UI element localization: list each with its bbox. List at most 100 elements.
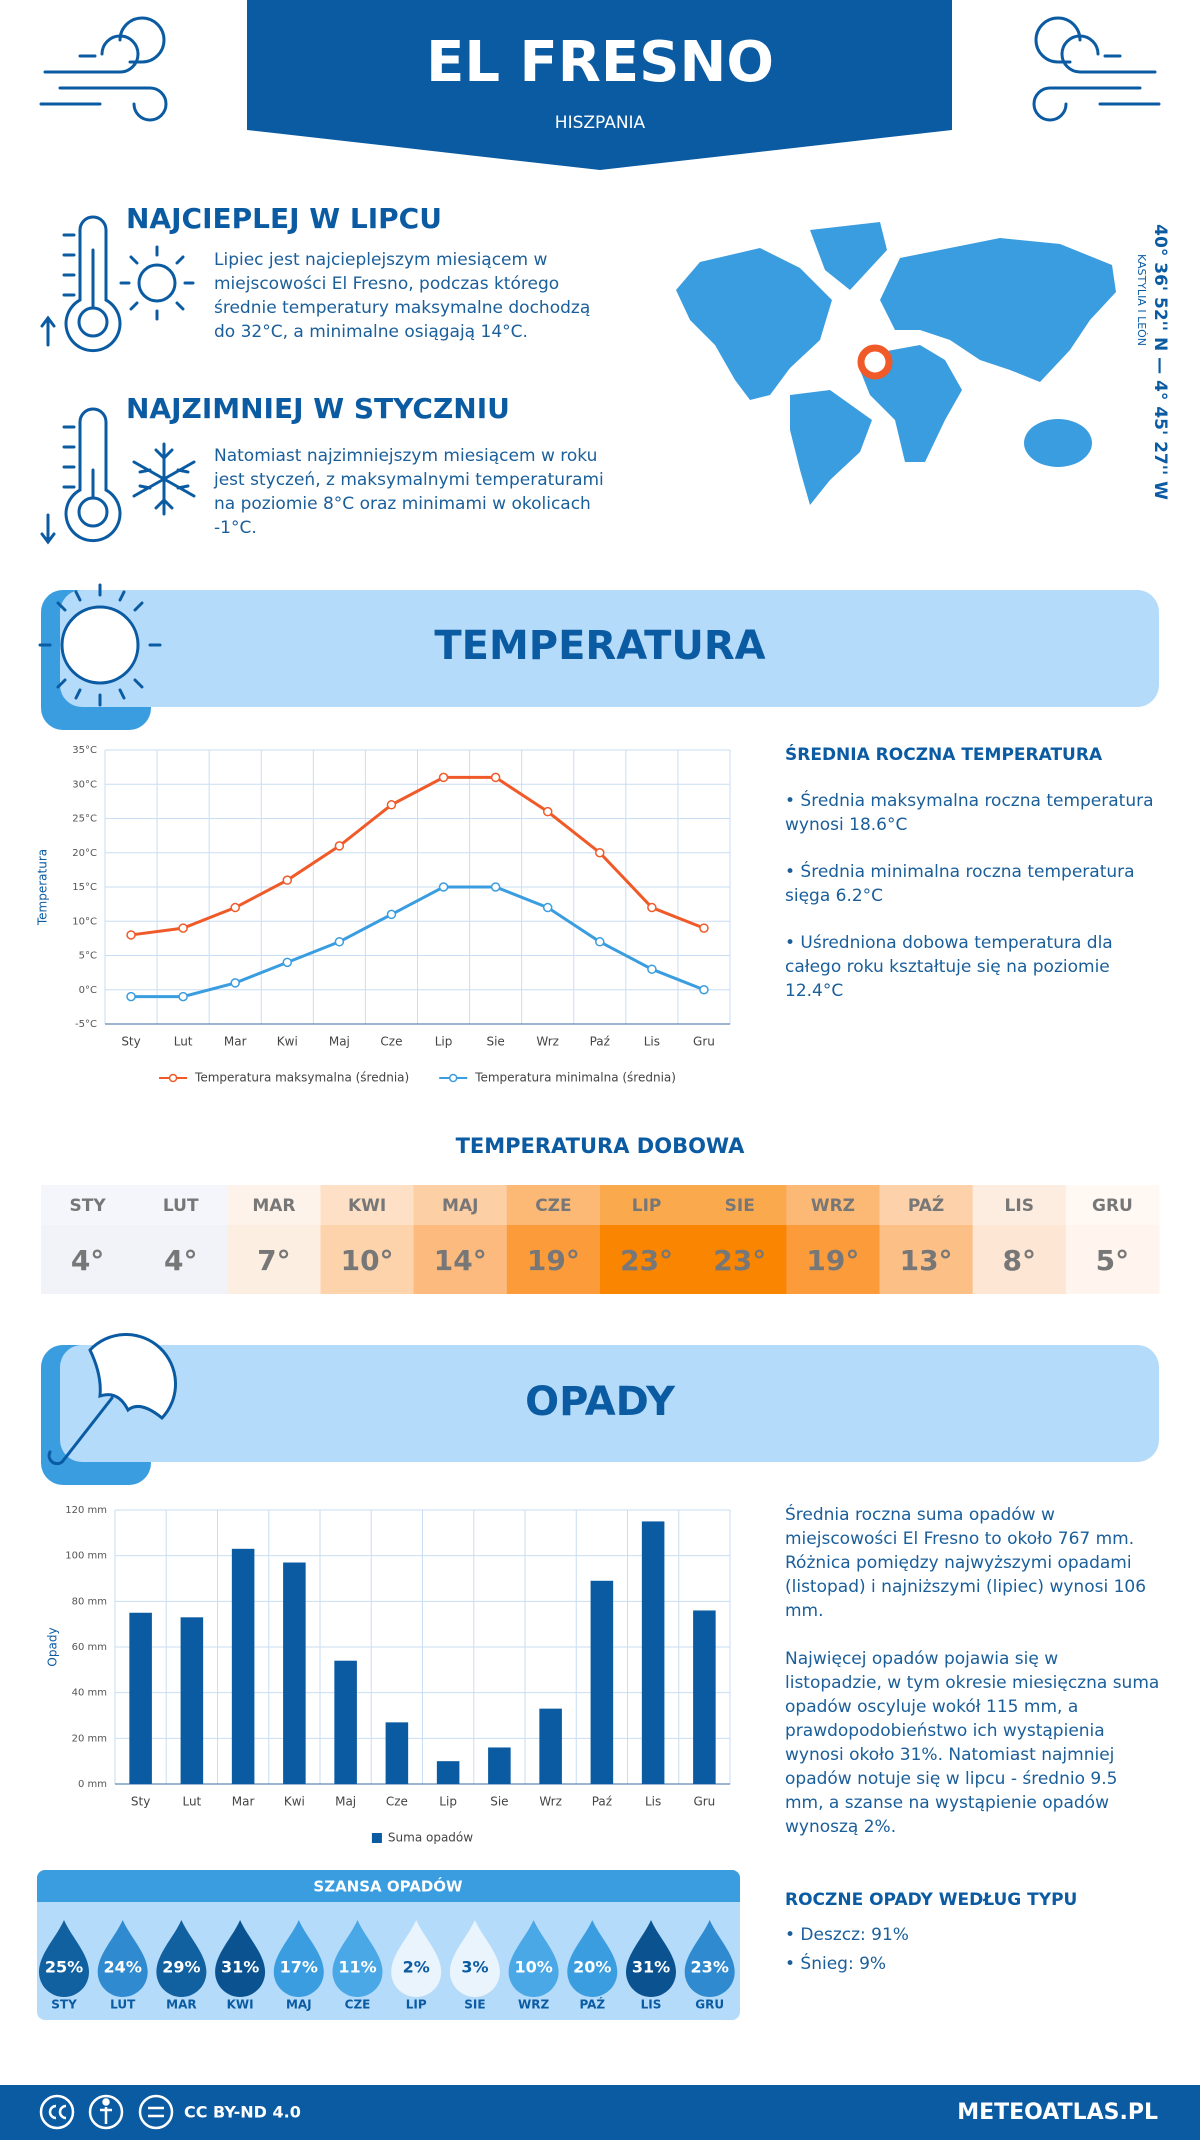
precipitation-paragraph: Najwięcej opadów pojawia się w listopadz… [785, 1649, 1160, 1837]
legend-point [168, 1073, 178, 1083]
rain-drop [391, 1920, 442, 1997]
x-tick-label: Paź [592, 1795, 612, 1809]
bar [539, 1708, 562, 1784]
table-month: MAJ [442, 1196, 478, 1216]
point [647, 902, 657, 913]
table-value-cell [134, 1185, 228, 1294]
x-tick-label: Sty [131, 1795, 150, 1809]
bar [283, 1562, 306, 1784]
y-tick-label: 15°C [72, 882, 97, 893]
bar [590, 1580, 614, 1784]
table-month: SIE [725, 1196, 755, 1216]
temperature-summary-item: • Średnia maksymalna roczna temperatura … [785, 791, 1154, 835]
point [126, 930, 136, 940]
table-value: 10° [341, 1244, 394, 1277]
rain-chance-title: SZANSA OPADÓW [313, 1877, 463, 1896]
header-banner [247, 0, 952, 170]
rain-chance-header [37, 1870, 740, 1902]
point [334, 937, 345, 947]
coldest-text: Natomiast najzimniejszym miesiącem w rok… [214, 446, 604, 538]
temperature-summary-item: • Średnia minimalna roczna temperatura s… [785, 862, 1135, 906]
region: KASTYLIA I LEÓN [1135, 254, 1148, 346]
point [542, 902, 553, 913]
rain-chance-month: LUT [110, 1998, 136, 2012]
rain-chance-month: WRZ [518, 1998, 549, 2012]
rain-chance-value: 24% [104, 1958, 142, 1977]
table-header-cell [134, 1185, 228, 1225]
table-value-cell [41, 1185, 135, 1294]
rain-chance-month: STY [51, 1998, 77, 2012]
x-tick-label: Gru [693, 1035, 715, 1049]
wind-icon [39, 16, 1161, 122]
y-tick-label: 0°C [79, 985, 97, 996]
country: HISZPANIA [555, 113, 646, 133]
rain-drop [156, 1920, 207, 1997]
rain-chance-month: LIS [641, 1998, 662, 2012]
legend-swatch [371, 1833, 382, 1843]
rain-chance-value: 11% [338, 1958, 376, 1977]
rain-chance-value: 17% [280, 1958, 318, 1977]
table-value-cell [600, 1185, 694, 1294]
point [699, 923, 709, 933]
point [438, 772, 449, 783]
x-tick-label: Maj [335, 1795, 356, 1809]
rain-drop [508, 1920, 559, 1997]
rain-chance-month: PAŹ [579, 1997, 605, 2012]
x-tick-label: Lip [439, 1795, 457, 1809]
point [386, 800, 397, 810]
y-tick-label: 35°C [72, 745, 97, 756]
table-value: 23° [620, 1244, 673, 1277]
y-axis-label: Temperatura [36, 849, 50, 926]
point [230, 902, 240, 913]
rain-chance-month: MAJ [286, 1998, 312, 2012]
line [130, 775, 705, 937]
temperature-title: TEMPERATURA [434, 623, 765, 669]
x-tick-label: Sie [486, 1035, 504, 1049]
bar [488, 1747, 511, 1784]
table-header-cell [786, 1185, 880, 1225]
rain-chance-month: SIE [464, 1998, 485, 2012]
rain-chance-value: 23% [691, 1958, 729, 1977]
legend-label: Temperatura minimalna (średnia) [474, 1071, 676, 1085]
rain-chance-value: 2% [403, 1958, 430, 1977]
bar [180, 1617, 204, 1784]
table-value-cell [320, 1185, 415, 1294]
rain-chance-month: GRU [695, 1998, 724, 2012]
thermometer-hot-icon [40, 215, 195, 353]
table-header-cell [972, 1185, 1067, 1225]
table-month: GRU [1092, 1196, 1133, 1216]
x-tick-label: Wrz [539, 1795, 562, 1809]
rain-drop [97, 1920, 148, 1997]
rain-chance-value: 31% [221, 1958, 259, 1977]
table-header-cell [320, 1185, 415, 1225]
rain-chance-box [37, 1870, 740, 2020]
legend-item: Temperatura minimalna (średnia) [439, 1071, 676, 1085]
x-tick-label: Kwi [284, 1795, 305, 1809]
point [178, 991, 188, 1002]
table-value-cell [1065, 1185, 1160, 1294]
point [595, 937, 605, 947]
x-tick-label: Mar [232, 1795, 255, 1809]
rain-drop [626, 1920, 676, 1997]
y-tick-label: 120 mm [65, 1505, 107, 1516]
point [542, 806, 553, 817]
site-name: METEOATLAS.PL [957, 2100, 1158, 2125]
precipitation-title: OPADY [525, 1379, 676, 1425]
y-tick-label: 30°C [72, 779, 97, 790]
y-tick-label: -5°C [75, 1019, 97, 1030]
temperature-summary-item: • Uśredniona dobowa temperatura dla całe… [785, 933, 1113, 1001]
y-tick-label: 80 mm [72, 1596, 107, 1607]
coordinates: 40° 36' 52'' N — 4° 45' 27'' W [1150, 224, 1170, 500]
legend-label: Temperatura maksymalna (średnia) [194, 1071, 409, 1085]
x-tick-label: Lip [435, 1035, 453, 1049]
table-month: CZE [535, 1196, 571, 1216]
x-tick-label: Gru [693, 1795, 715, 1809]
table-header-cell [41, 1185, 135, 1225]
world-map [676, 222, 1116, 505]
warmest-title: NAJCIEPLEJ W LIPCU [126, 202, 442, 235]
precip-type-item: • Deszcz: 91% [785, 1925, 909, 1945]
rain-chance-month: CZE [345, 1998, 371, 2012]
rain-chance-month: MAR [166, 1998, 196, 2012]
point [699, 985, 709, 995]
table-header-cell [227, 1185, 321, 1225]
